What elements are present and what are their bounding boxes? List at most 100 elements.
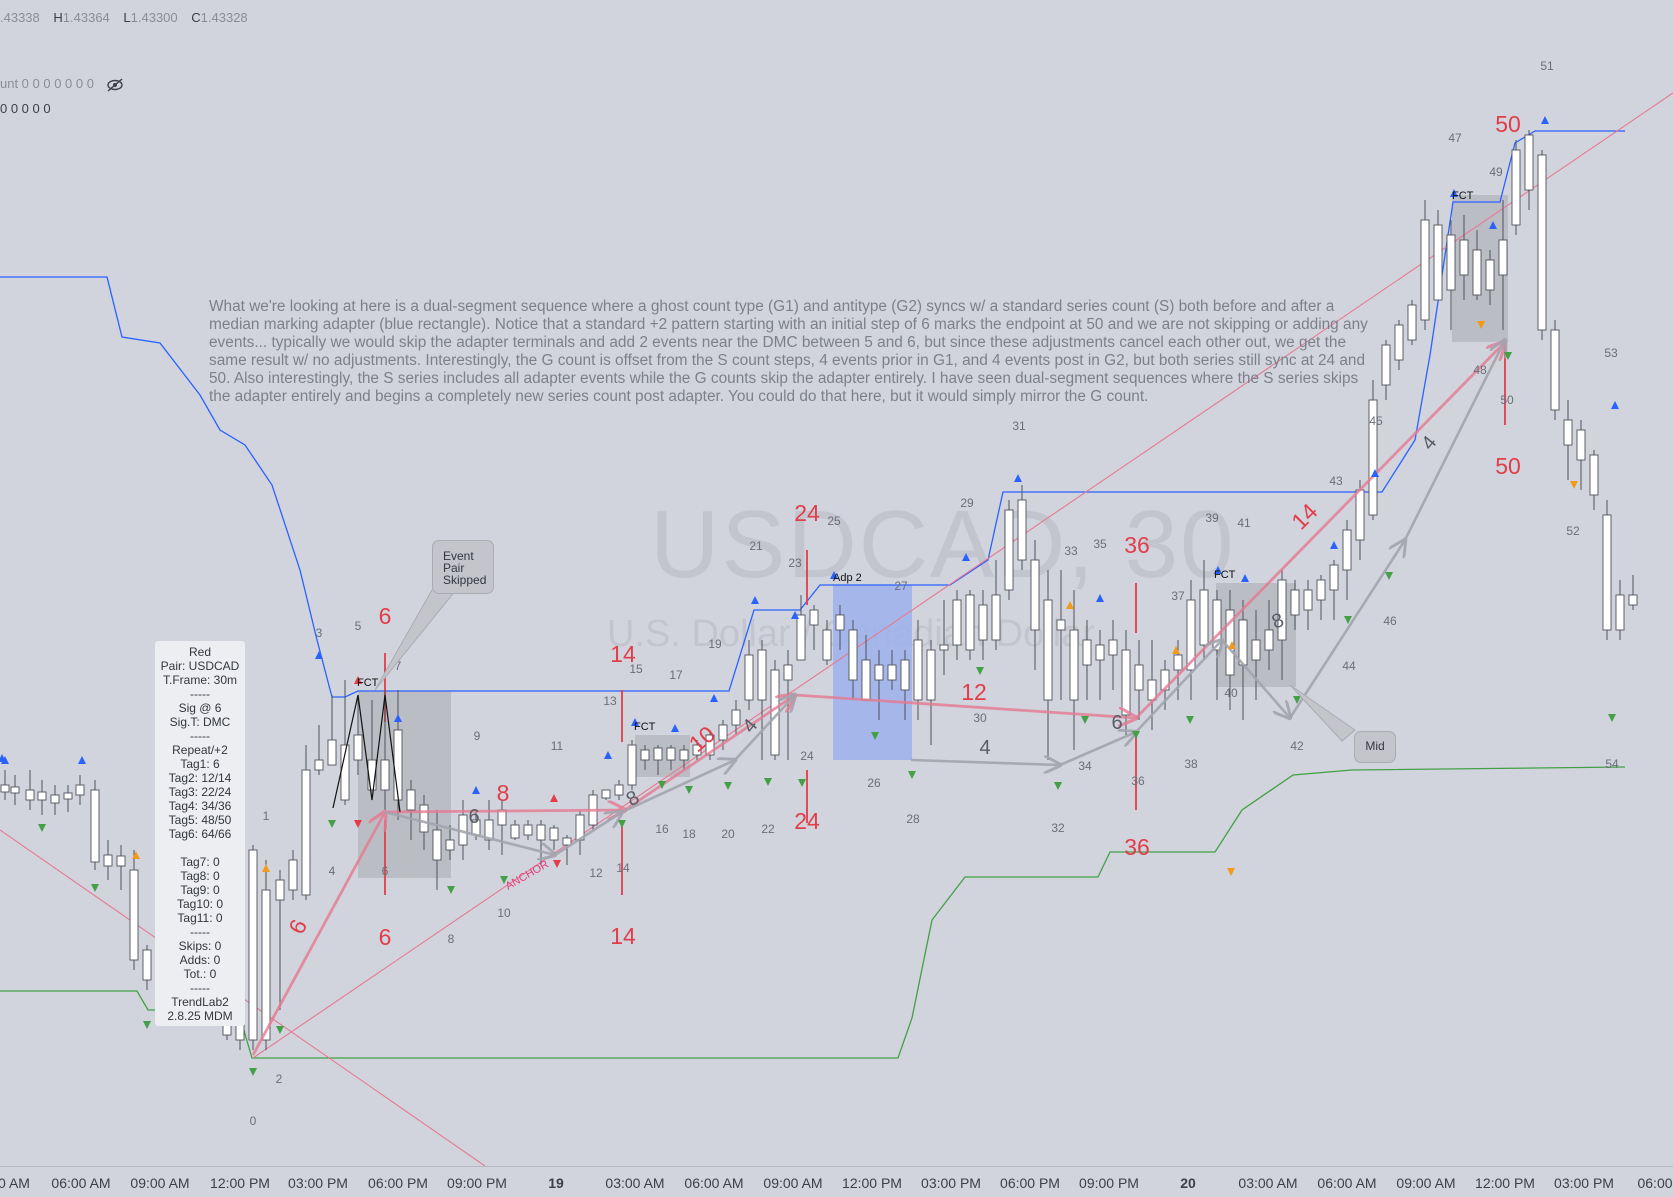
- time-tick-label: 03:00 PM: [1554, 1175, 1614, 1191]
- count-label: 8: [448, 932, 455, 946]
- count-label: 30: [973, 711, 987, 725]
- candle-body: [1563, 419, 1573, 446]
- candle-body: [1628, 594, 1638, 606]
- close-value: 1.43328: [200, 10, 248, 25]
- up-marker: [550, 794, 558, 802]
- event-markers: [0, 116, 1619, 1076]
- count-arrow: [621, 760, 735, 814]
- candle-body: [380, 759, 390, 791]
- count-label: 46: [1383, 614, 1397, 628]
- count-label: 26: [867, 776, 881, 790]
- time-axis[interactable]: 0 AM 06:00 AM 09:00 AM 12:00 PM 03:00 PM 06:0…: [0, 1166, 1673, 1197]
- info-line: Sig @ 6: [178, 701, 222, 715]
- info-line: Red: [188, 645, 211, 659]
- info-line: -----: [190, 687, 210, 701]
- candle-body: [1069, 629, 1079, 701]
- event-pair-callout[interactable]: Event Pair Skipped: [432, 540, 494, 594]
- candle-body: [1043, 599, 1053, 701]
- down-marker: [618, 820, 626, 828]
- down-marker: [1477, 321, 1485, 329]
- time-tick-label: 06:00 AM: [51, 1175, 111, 1191]
- candle-body: [129, 869, 139, 961]
- time-tick-label: 06:00 AM: [1317, 1175, 1377, 1191]
- count-label: 6: [382, 864, 389, 878]
- down-marker: [447, 886, 455, 894]
- description-text: What we're looking at here is a dual-seg…: [209, 298, 1368, 405]
- candle-body: [1459, 239, 1469, 276]
- indicator-legend[interactable]: unt 0 0 0 0 0 0 0: [0, 76, 124, 92]
- candle-body: [640, 749, 650, 761]
- candle-body: [142, 949, 152, 981]
- down-marker: [354, 820, 362, 828]
- candle-body: [822, 629, 832, 661]
- up-marker: [631, 718, 639, 726]
- chart-canvas[interactable]: 0123456789101112131415161718192021222324…: [0, 0, 1673, 1166]
- candle-body: [419, 804, 429, 833]
- info-line: 2.8.25 MDM: [167, 1009, 233, 1023]
- count-arrow: [624, 695, 795, 812]
- down-marker: [91, 884, 99, 892]
- candle-body: [1394, 324, 1404, 361]
- candle-body: [1004, 509, 1014, 591]
- up-marker: [1450, 189, 1458, 197]
- time-tick-label: 03:00 PM: [288, 1175, 348, 1191]
- time-tick-label: 06:00: [1637, 1175, 1673, 1191]
- count-label: 33: [1064, 544, 1078, 558]
- candle-body: [353, 734, 363, 761]
- count-label: 0: [250, 1114, 257, 1128]
- count-label: 32: [1051, 821, 1065, 835]
- hidden-eye-icon[interactable]: [106, 78, 124, 92]
- count-label: 43: [1329, 474, 1343, 488]
- count-arrow: [910, 760, 1060, 765]
- up-marker: [1489, 221, 1497, 229]
- series-count-label: 24: [794, 500, 820, 526]
- candle-body: [1537, 154, 1547, 331]
- count-label: 29: [960, 496, 974, 510]
- candle-body: [874, 664, 884, 681]
- fct-label: FCT: [357, 677, 379, 689]
- info-line: TrendLab2: [171, 995, 229, 1009]
- down-marker: [500, 876, 508, 884]
- series-count-label: 6: [379, 924, 392, 950]
- info-line: -----: [190, 729, 210, 743]
- candle-body: [783, 664, 793, 681]
- low-label: L: [123, 10, 131, 25]
- candle-body: [37, 791, 47, 801]
- mid-callout[interactable]: Mid: [1354, 731, 1396, 763]
- down-marker: [685, 786, 693, 794]
- up-marker: [132, 851, 140, 859]
- indicator-label: unt 0 0 0 0 0 0 0: [0, 76, 94, 91]
- count-label: 15: [629, 662, 643, 676]
- down-marker: [1385, 572, 1393, 580]
- candle-body: [1238, 619, 1248, 666]
- count-label: 37: [1171, 589, 1185, 603]
- info-line: -----: [190, 925, 210, 939]
- time-tick-label: 03:00 AM: [1238, 1175, 1298, 1191]
- candle-body: [1030, 559, 1040, 631]
- candle-body: [952, 599, 962, 646]
- info-line: Pair: USDCAD: [160, 659, 240, 673]
- up-marker: [394, 714, 402, 722]
- indicator-values: 0 0 0 0 0: [0, 101, 51, 116]
- open-value: .43338: [0, 10, 40, 25]
- candle-body: [1368, 399, 1378, 516]
- candle-body: [63, 792, 73, 800]
- down-marker: [871, 732, 879, 740]
- time-tick-label: 09:00 AM: [1396, 1175, 1456, 1191]
- count-label: 39: [1205, 511, 1219, 525]
- info-line: Tag5: 48/50: [168, 813, 232, 827]
- candle-body: [261, 889, 271, 1041]
- candle-body: [926, 649, 936, 701]
- candle-body: [679, 749, 689, 761]
- info-line: Skips: 0: [178, 939, 222, 953]
- count-label: 34: [1078, 759, 1092, 773]
- up-marker: [671, 724, 679, 732]
- count-label: 40: [1224, 686, 1238, 700]
- count-arrow: [794, 693, 1136, 718]
- candle-body: [1134, 664, 1144, 691]
- down-marker: [328, 820, 336, 828]
- series-count-label: 36: [1124, 834, 1150, 860]
- up-marker: [1214, 566, 1222, 574]
- candle-body: [744, 654, 754, 701]
